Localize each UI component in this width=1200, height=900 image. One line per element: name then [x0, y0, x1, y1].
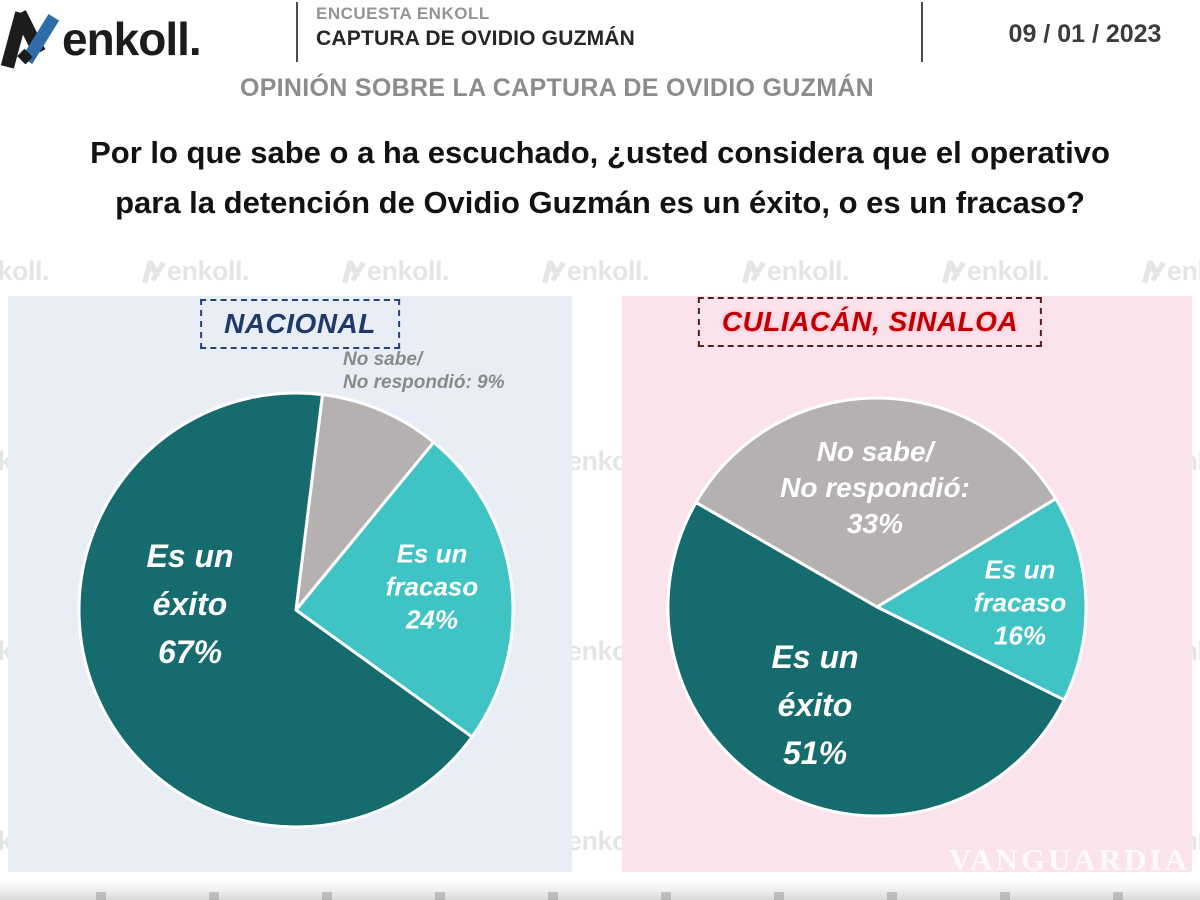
survey-title: CAPTURA DE OVIDIO GUZMÁN — [316, 27, 636, 50]
enkoll-watermark: enkoll. — [140, 256, 250, 287]
vanguardia-photo-credit: VANGUARDIA — [948, 842, 1190, 877]
cropped-text-marks — [96, 892, 1156, 900]
enkoll-logo-icon — [0, 10, 60, 69]
pie-chart-culiacan — [666, 396, 1088, 818]
page-subtitle: OPINIÓN SOBRE LA CAPTURA DE OVIDIO GUZMÁ… — [239, 74, 875, 102]
label-no-sabe-nacional: No sabe/ No respondió: 9% — [343, 349, 505, 393]
survey-label: ENCUESTA ENKOLL — [316, 4, 490, 23]
enkoll-watermark: enkoll. — [0, 256, 50, 286]
cropped-next-section-edge — [0, 880, 1200, 900]
question-line-1: Por lo que sabe o a ha escuchado, ¿usted… — [90, 135, 1110, 170]
header-divider — [296, 2, 298, 62]
pie-slice-no-sabe — [294, 393, 436, 612]
pie-slice-exito — [666, 501, 1066, 818]
logo-wordmark: enkoll. — [62, 13, 202, 65]
question-line-2: para la detención de Ovidio Guzmán es un… — [115, 185, 1085, 220]
panel-nacional: NACIONAL No sabe/ No respondió: 9% Es un… — [8, 296, 572, 872]
pie-slice-fracaso — [294, 440, 515, 739]
panel-culiacan: CULIACÁN, SINALOA No sabe/ No respondió:… — [622, 296, 1192, 877]
label-fracaso-culiacan: Es un fracaso 16% — [973, 554, 1067, 651]
enkoll-watermark: enkoll. — [340, 256, 450, 287]
enkoll-watermark: enkoll. — [1140, 256, 1200, 287]
label-fracaso-nacional: Es un fracaso 24% — [385, 538, 479, 635]
region-title-culiacan: CULIACÁN, SINALOA — [697, 297, 1043, 347]
header-divider — [921, 2, 923, 62]
pie-slice-no-sabe — [694, 396, 1058, 609]
label-exito-nacional: Es un éxito 67% — [146, 538, 234, 670]
enkoll-watermark: enkoll. — [540, 256, 650, 287]
survey-date: 09 / 01 / 2023 — [1008, 20, 1162, 48]
region-title-nacional: NACIONAL — [200, 299, 400, 349]
pie-slice-exito — [77, 391, 474, 829]
pie-chart-nacional — [77, 391, 515, 829]
enkoll-watermark: enkoll. — [940, 256, 1050, 287]
enkoll-logo: enkoll. — [0, 8, 202, 70]
label-exito-culiacan: Es un éxito 51% — [771, 639, 859, 771]
survey-question: Por lo que sabe o a ha escuchado, ¿usted… — [0, 128, 1200, 228]
label-no-sabe-culiacan: No sabe/ No respondió: 33% — [780, 436, 970, 539]
enkoll-watermark: enkoll. — [740, 256, 850, 287]
pie-slice-fracaso — [875, 497, 1088, 702]
